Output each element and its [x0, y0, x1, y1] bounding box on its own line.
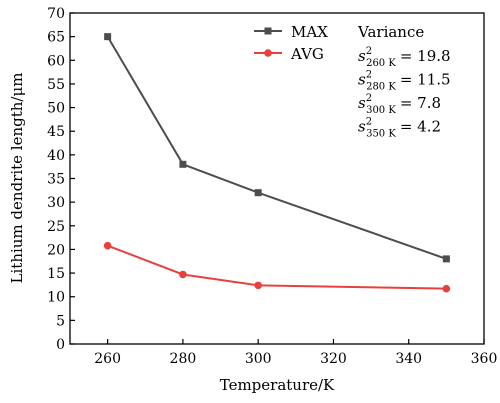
legend-marker-avg — [264, 49, 272, 57]
y-tick-label: 35 — [47, 172, 65, 188]
x-tick-label: 340 — [395, 351, 422, 367]
series-layer — [103, 33, 451, 293]
y-tick-label: 55 — [47, 77, 65, 93]
x-tick-label: 360 — [471, 351, 498, 367]
data-point-avg — [442, 284, 451, 293]
data-point-avg — [179, 270, 187, 279]
variance-line: s2 300 K = 7.8 — [358, 93, 441, 116]
legend-label-avg: AVG — [290, 45, 324, 63]
y-tick-label: 50 — [47, 101, 65, 117]
x-axis-ticks: 260 280 300 320 340 360 — [94, 339, 497, 367]
data-point-avg — [103, 241, 112, 250]
y-tick-label: 65 — [47, 30, 65, 46]
legend: MAX AVG — [254, 23, 328, 63]
y-tick-label: 40 — [47, 148, 65, 164]
variance-items: s2 260 K = 19.8s2 280 K = 11.5s2 300 K = 7.8s2… — [358, 46, 451, 140]
variance-annotation: Variance s2 260 K = 19.8s2 280 K = 11.5s2 300… — [357, 23, 451, 140]
y-tick-label: 25 — [47, 219, 65, 235]
data-point-max — [254, 189, 262, 197]
legend-entry-avg: AVG — [254, 45, 324, 63]
y-tick-label: 60 — [47, 53, 65, 69]
data-point-avg — [254, 281, 262, 290]
x-axis-label: Temperature/K — [220, 376, 335, 394]
y-tick-label: 70 — [47, 6, 65, 22]
legend-entry-max: MAX — [254, 23, 328, 41]
x-tick-label: 260 — [94, 351, 121, 367]
y-tick-label: 5 — [56, 313, 65, 329]
data-point-max — [179, 160, 187, 168]
y-tick-label: 0 — [56, 337, 65, 353]
y-axis-ticks: 0 5 10 15 20 25 30 35 40 45 50 55 60 65 70 — [47, 6, 75, 353]
variance-line: s2 350 K = 4.2 — [358, 117, 441, 140]
legend-marker-max — [264, 27, 272, 35]
data-point-max — [442, 255, 450, 263]
y-tick-label: 45 — [47, 124, 65, 140]
y-axis-label: Lithium dendrite length/μm — [8, 73, 26, 284]
y-tick-label: 20 — [47, 242, 65, 258]
y-tick-label: 10 — [47, 290, 65, 306]
data-point-max — [104, 33, 112, 41]
variance-line: s2 280 K = 11.5 — [358, 70, 451, 93]
series-line-max — [106, 36, 447, 260]
variance-title: Variance — [357, 23, 424, 41]
y-tick-label: 30 — [47, 195, 65, 211]
legend-label-max: MAX — [291, 23, 328, 41]
series-line-avg — [107, 244, 447, 290]
x-tick-label: 320 — [320, 351, 347, 367]
plot-frame — [69, 12, 485, 345]
variance-line: s2 260 K = 19.8 — [358, 46, 451, 69]
y-tick-label: 15 — [47, 266, 65, 282]
x-tick-label: 280 — [170, 351, 197, 367]
x-tick-label: 300 — [245, 351, 272, 367]
